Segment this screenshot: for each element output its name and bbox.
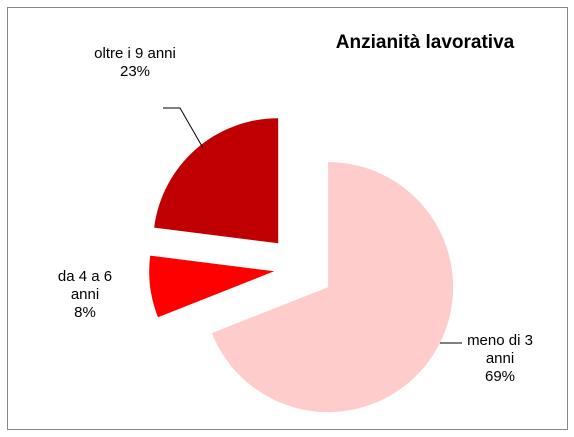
slice-label: meno di 3 anni 69%: [455, 332, 545, 386]
slice-label: oltre i 9 anni 23%: [85, 45, 185, 81]
chart-title: Anzianità lavorativa: [335, 32, 515, 53]
leader-line: [163, 107, 204, 149]
pie-slice: [149, 255, 275, 318]
category-label: oltre i 9 anni: [94, 45, 176, 62]
value-label: 23%: [119, 63, 151, 80]
slice-label: da 4 a 6 anni 8%: [45, 268, 125, 322]
value-label: 69%: [484, 368, 516, 385]
value-label: 8%: [74, 304, 96, 321]
pie-slice: [154, 118, 279, 244]
category-label: da 4 a 6 anni: [57, 268, 113, 303]
pie-slice: [211, 162, 454, 413]
category-label: meno di 3 anni: [467, 332, 533, 367]
